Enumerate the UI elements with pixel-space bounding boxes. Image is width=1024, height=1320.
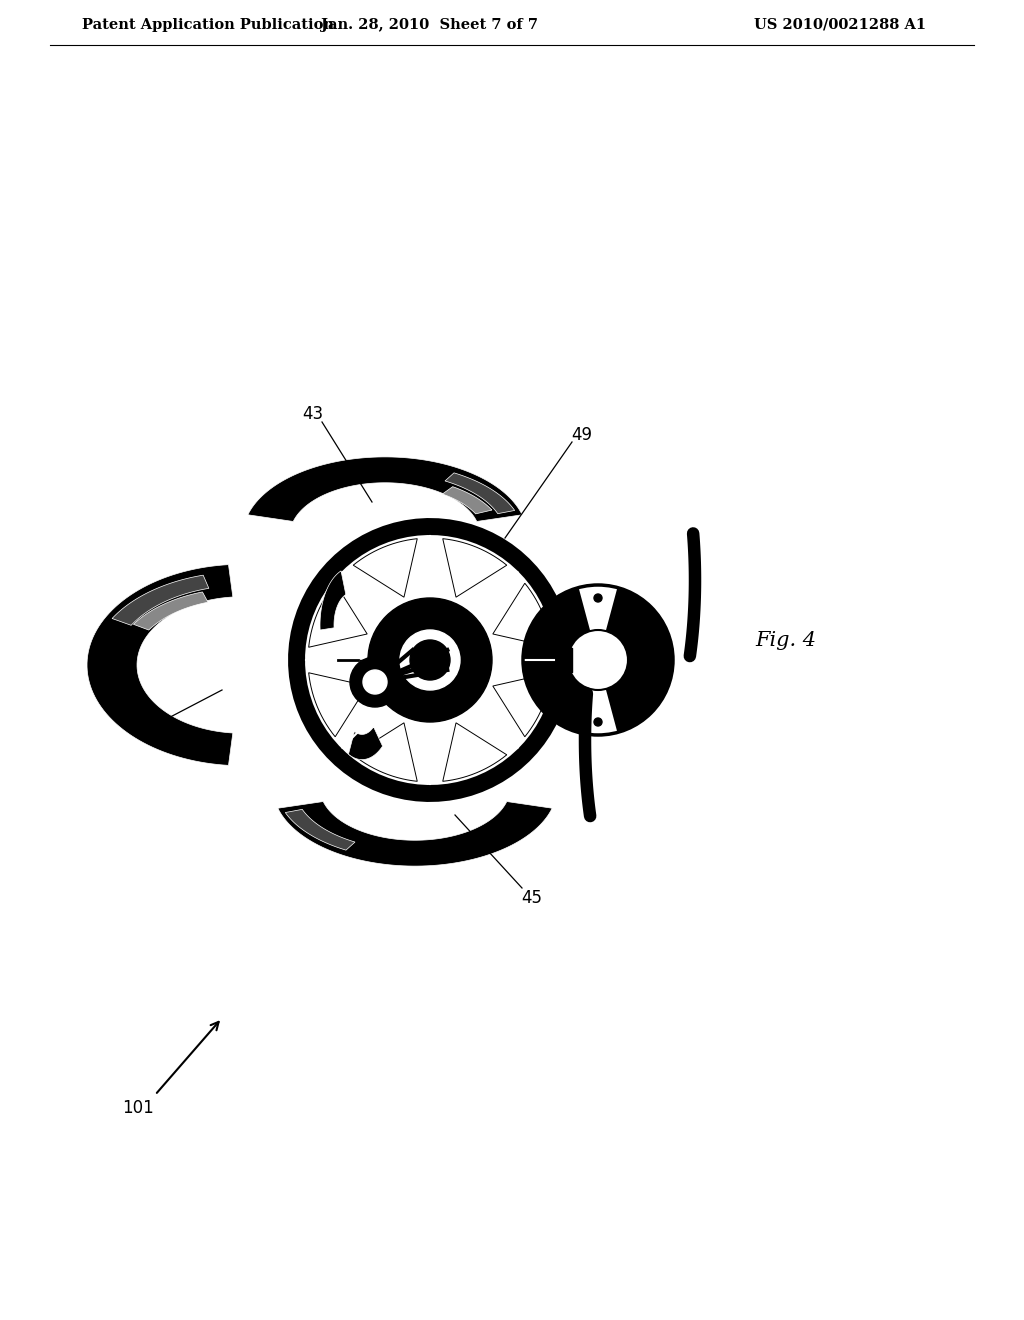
Text: Patent Application Publication: Patent Application Publication [82, 18, 334, 32]
Polygon shape [112, 576, 209, 626]
Polygon shape [278, 801, 552, 866]
Polygon shape [493, 673, 551, 737]
Polygon shape [308, 673, 368, 737]
Text: 47: 47 [131, 723, 153, 742]
Circle shape [400, 630, 460, 690]
Text: 101: 101 [122, 1100, 154, 1117]
Polygon shape [248, 457, 522, 521]
Polygon shape [348, 727, 383, 759]
Text: Jan. 28, 2010  Sheet 7 of 7: Jan. 28, 2010 Sheet 7 of 7 [322, 18, 539, 32]
Polygon shape [308, 583, 368, 647]
Polygon shape [286, 809, 355, 850]
Circle shape [652, 635, 660, 643]
Circle shape [350, 657, 400, 708]
Polygon shape [442, 539, 507, 597]
Circle shape [594, 594, 602, 602]
Circle shape [652, 677, 660, 685]
Circle shape [536, 677, 544, 685]
Circle shape [594, 718, 602, 726]
Polygon shape [445, 473, 515, 513]
Polygon shape [442, 723, 507, 781]
Polygon shape [523, 587, 590, 733]
Circle shape [536, 635, 544, 643]
Polygon shape [493, 583, 551, 647]
Text: Fig. 4: Fig. 4 [755, 631, 816, 649]
Polygon shape [87, 565, 232, 766]
Circle shape [410, 640, 450, 680]
Text: 45: 45 [521, 888, 543, 907]
Polygon shape [606, 587, 673, 733]
Text: US 2010/0021288 A1: US 2010/0021288 A1 [754, 18, 926, 32]
Polygon shape [353, 539, 417, 597]
Polygon shape [442, 487, 492, 513]
Text: 49: 49 [571, 426, 593, 444]
Polygon shape [353, 723, 417, 781]
Circle shape [368, 598, 492, 722]
Text: 43: 43 [302, 405, 324, 422]
Polygon shape [321, 570, 346, 630]
Circle shape [362, 671, 387, 694]
Polygon shape [288, 517, 572, 803]
Polygon shape [133, 591, 208, 630]
